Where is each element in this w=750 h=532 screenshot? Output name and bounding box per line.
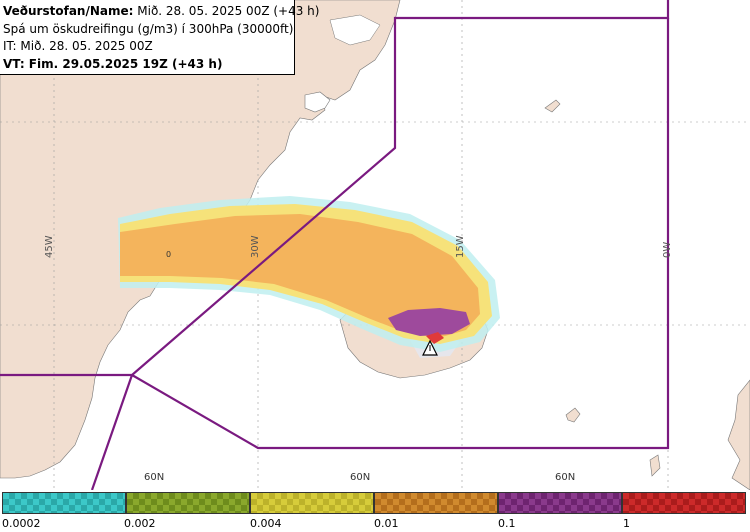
plume-marker-label: 0 — [166, 250, 171, 259]
plume-main-orange — [120, 214, 480, 338]
greenland-inlet — [329, 14, 381, 46]
legend-swatch-red — [622, 492, 746, 514]
info-line-1: Veðurstofan/Name: Mið. 28. 05. 2025 00Z … — [3, 3, 319, 21]
ash-plume — [118, 196, 500, 352]
plume-core-red — [426, 332, 444, 344]
legend-swatch-cyan — [2, 492, 126, 514]
concentration-legend: 0.0002 0.002 0.004 0.01 0.1 1 — [0, 490, 750, 532]
legend-swatch-olive — [126, 492, 250, 514]
shetland-islands — [649, 454, 661, 477]
greenland-fjord — [304, 91, 331, 113]
legend-tick-3: 0.004 — [250, 517, 282, 530]
norway-coast — [727, 379, 750, 490]
map-area: 0 45W 30W 15W 0W 60N 60N 60N Veðurstofan… — [0, 0, 750, 490]
lon-label-30w: 30W — [250, 235, 261, 258]
legend-tick-2: 0.002 — [124, 517, 156, 530]
lon-label-0w: 0W — [662, 241, 673, 258]
volcano-icon — [422, 340, 438, 356]
legend-swatch-orange — [374, 492, 498, 514]
lon-label-15w: 15W — [455, 235, 466, 258]
fir-boundary — [0, 0, 670, 490]
legend-tick-6: 1 — [623, 517, 630, 530]
legend-tick-4: 0.01 — [374, 517, 399, 530]
legend-tick-5: 0.1 — [498, 517, 516, 530]
info-line-4: VT: Fim. 29.05.2025 19Z (+43 h) — [3, 56, 223, 71]
lat-label-60n-3: 60N — [555, 472, 576, 483]
plume-core-purple — [388, 308, 470, 336]
lat-label-60n-1: 60N — [144, 472, 165, 483]
faroe-islands — [565, 407, 581, 423]
info-run-time: Mið. 28. 05. 2025 00Z (+43 h) — [133, 4, 320, 18]
info-line-2: Spá um öskudreifingu (g/m3) í 300hPa (30… — [3, 21, 294, 36]
lon-label-45w: 45W — [44, 235, 55, 258]
legend-tick-1: 0.0002 — [2, 517, 41, 530]
legend-swatch-yellow — [250, 492, 374, 514]
info-line-3: IT: Mið. 28. 05. 2025 00Z — [3, 39, 153, 53]
map-canvas: 0 — [0, 0, 750, 490]
jan-mayen-island — [544, 99, 561, 113]
legend-swatch-purple — [498, 492, 622, 514]
forecast-info-box: Veðurstofan/Name: Mið. 28. 05. 2025 00Z … — [0, 0, 319, 75]
lat-label-60n-2: 60N — [350, 472, 371, 483]
info-agency: Veðurstofan/Name: — [3, 4, 134, 18]
